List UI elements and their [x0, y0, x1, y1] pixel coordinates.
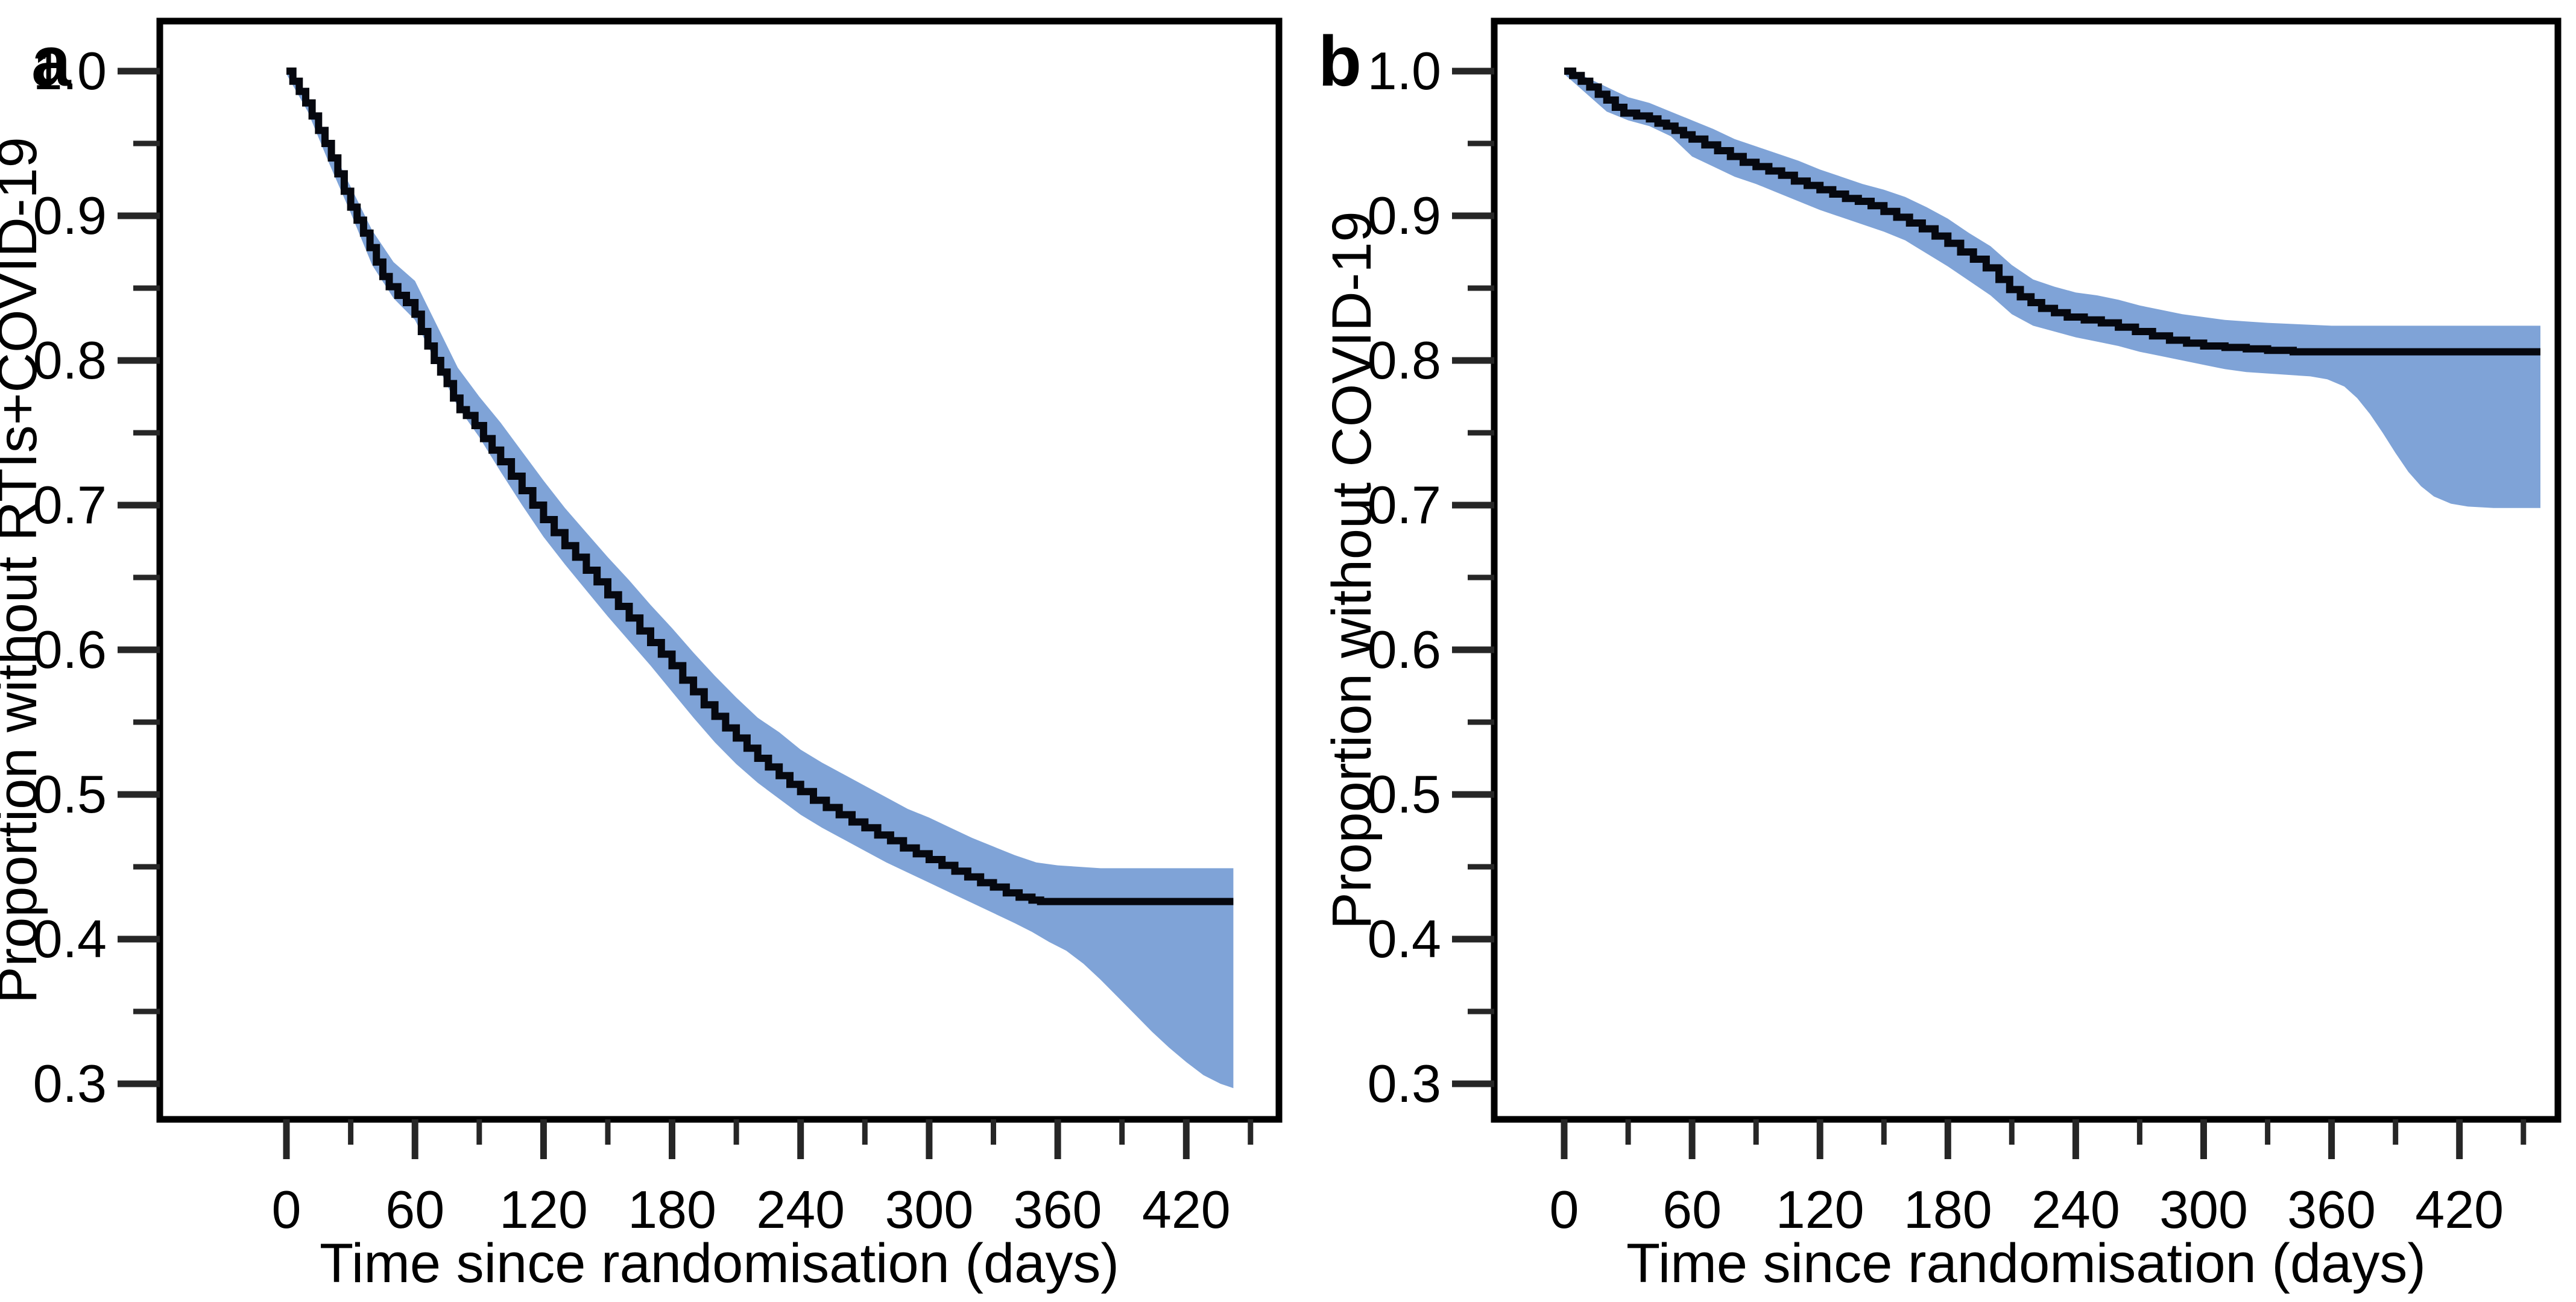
y-axis-tick-label: 0.6 [1368, 620, 1441, 679]
confidence-band [286, 69, 1234, 1089]
x-axis-tick-label: 60 [385, 1180, 444, 1239]
y-axis-tick-label: 0.7 [1368, 475, 1441, 535]
x-axis-tick-label: 120 [499, 1180, 588, 1239]
x-axis-tick-label: 240 [2031, 1180, 2120, 1239]
survival-curve [286, 68, 1234, 905]
y-axis-tick-label: 0.6 [33, 620, 107, 679]
x-axis-tick-label: 360 [1014, 1180, 1102, 1239]
panel-letter: a [31, 22, 72, 101]
y-axis-tick-label: 0.5 [33, 764, 107, 824]
x-axis-label: Time since randomisation (days) [320, 1233, 1119, 1294]
plot-frame [156, 17, 1283, 1123]
y-axis-tick-label: 1.0 [1368, 41, 1441, 101]
plot-frame [1491, 17, 2562, 1123]
y-axis-label: Proportion without COVID-19 [1321, 211, 1383, 929]
y-axis-tick-label: 0.4 [1368, 909, 1441, 969]
y-axis-tick-label: 0.8 [33, 330, 107, 390]
x-axis-label: Time since randomisation (days) [1626, 1233, 2426, 1294]
x-axis-tick-label: 180 [1904, 1180, 1992, 1239]
panel-b: 0 60 120 180 240 300 360 420 1.0 0.9 0.8 0.7 0.6 0.5 0… [1318, 17, 2562, 1294]
x-axis-tick-label: 120 [1776, 1180, 1864, 1239]
x-axis-tick-label: 360 [2287, 1180, 2376, 1239]
survival-curve [1564, 68, 2540, 356]
y-axis-tick-label: 1.0 [33, 41, 107, 101]
x-axis-tick-label: 300 [2159, 1180, 2248, 1239]
x-axis-tick-label: 420 [1142, 1180, 1231, 1239]
panel-letter: b [1318, 22, 1362, 101]
x-axis-tick-label: 60 [1662, 1180, 1722, 1239]
y-axis-tick-label: 0.9 [33, 186, 107, 245]
panel-a: 0 60 120 180 240 300 360 420 1.0 0.9 0.8 0.7 0.6 0.5 0… [0, 17, 1283, 1294]
y-axis-tick-label: 0.9 [1368, 186, 1441, 245]
x-axis-tick-label: 0 [272, 1180, 301, 1239]
x-axis-tick-label: 420 [2415, 1180, 2504, 1239]
y-axis-tick-label: 0.3 [1368, 1054, 1441, 1113]
y-axis-label: Proportion without RTIs+COVID-19 [0, 137, 48, 1004]
x-axis-tick-label: 240 [756, 1180, 845, 1239]
y-axis-tick-label: 0.5 [1368, 764, 1441, 824]
y-axis-tick-label: 0.3 [33, 1054, 107, 1113]
x-axis-tick-label: 300 [885, 1180, 973, 1239]
confidence-band [1564, 69, 2540, 508]
y-axis-tick-label: 0.8 [1368, 330, 1441, 390]
y-axis-tick-label: 0.7 [33, 475, 107, 535]
x-axis-tick-label: 0 [1550, 1180, 1579, 1239]
x-axis-tick-label: 180 [628, 1180, 716, 1239]
y-axis-tick-label: 0.4 [33, 909, 107, 969]
